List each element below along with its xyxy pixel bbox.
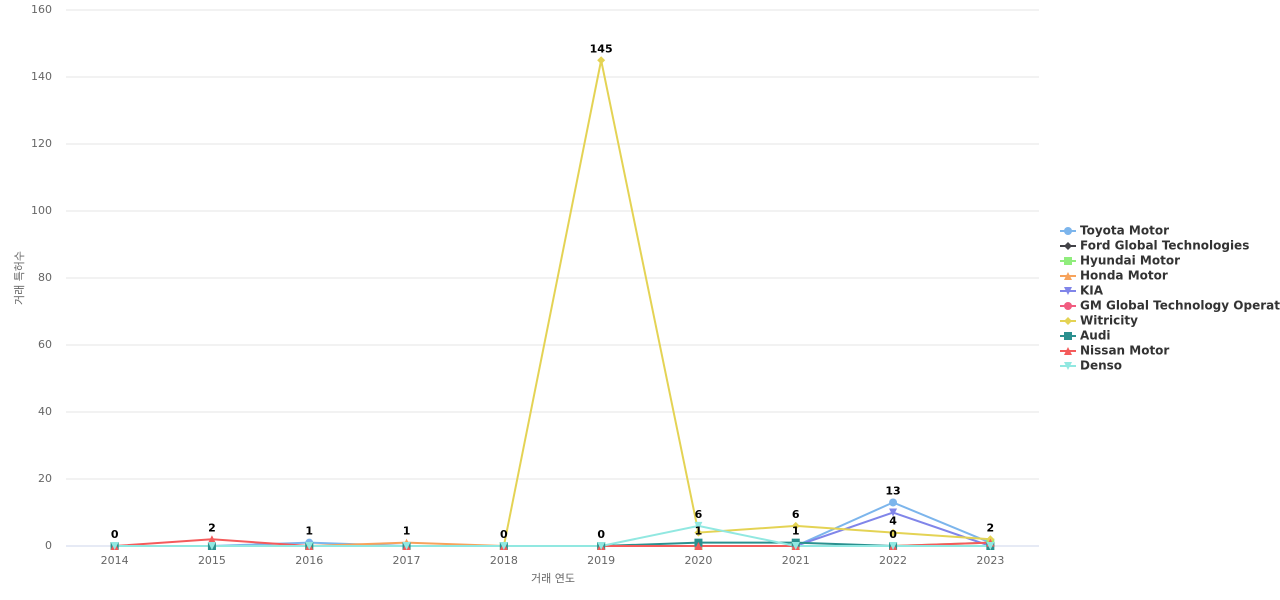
- legend-item: Denso: [1060, 359, 1122, 373]
- data-label: 145: [590, 42, 613, 55]
- data-label: 1: [403, 525, 411, 538]
- data-label: 4: [889, 515, 897, 528]
- legend-label: Toyota Motor: [1080, 224, 1169, 238]
- y-tick-label: 60: [38, 338, 52, 351]
- marker: [110, 542, 119, 550]
- legend-label: Audi: [1080, 329, 1111, 343]
- legend-label: Nissan Motor: [1080, 344, 1169, 358]
- marker: [1064, 362, 1072, 370]
- legend-label: Denso: [1080, 359, 1122, 373]
- y-tick-label: 0: [45, 539, 52, 552]
- marker: [889, 528, 898, 537]
- marker: [305, 542, 314, 550]
- y-axis-title: 거래 특허수: [13, 251, 26, 305]
- marker: [1064, 257, 1072, 265]
- x-tick-label: 2019: [587, 554, 615, 567]
- legend-item: Witricity: [1060, 314, 1138, 328]
- marker: [889, 542, 898, 550]
- data-label: 0: [500, 528, 508, 541]
- data-label: 6: [695, 508, 703, 521]
- x-tick-label: 2018: [490, 554, 518, 567]
- y-tick-label: 20: [38, 472, 52, 485]
- x-tick-label: 2021: [782, 554, 810, 567]
- data-label: 2: [987, 521, 995, 534]
- data-label: 1: [695, 525, 703, 538]
- marker: [597, 542, 606, 550]
- marker: [1064, 227, 1072, 235]
- x-tick-label: 2020: [684, 554, 712, 567]
- legend-item: Hyundai Motor: [1060, 254, 1180, 268]
- legend-item: Ford Global Technologies: [1060, 239, 1249, 253]
- x-tick-label: 2014: [101, 554, 129, 567]
- marker: [207, 542, 216, 550]
- x-tick-label: 2022: [879, 554, 907, 567]
- y-tick-label: 140: [31, 70, 52, 83]
- legend-label: KIA: [1080, 284, 1104, 298]
- legend-item: Audi: [1060, 329, 1111, 343]
- series-line: [114, 60, 991, 547]
- legend-item: Nissan Motor: [1060, 344, 1169, 358]
- x-tick-label: 2017: [393, 554, 421, 567]
- data-label: 1: [305, 525, 313, 538]
- data-label: 6: [792, 508, 800, 521]
- marker: [402, 542, 411, 550]
- marker: [986, 542, 995, 550]
- x-tick-label: 2016: [295, 554, 323, 567]
- legend-item: Toyota Motor: [1060, 224, 1169, 238]
- y-tick-label: 120: [31, 137, 52, 150]
- data-label: 0: [889, 528, 897, 541]
- marker: [1064, 242, 1072, 250]
- marker: [889, 498, 898, 507]
- marker: [694, 528, 703, 537]
- data-label: 1: [792, 525, 800, 538]
- marker: [1064, 317, 1072, 325]
- y-tick-label: 80: [38, 271, 52, 284]
- legend-label: Hyundai Motor: [1080, 254, 1180, 268]
- marker: [791, 521, 800, 530]
- marker: [694, 542, 703, 550]
- y-tick-label: 40: [38, 405, 52, 418]
- legend-item: KIA: [1060, 284, 1104, 298]
- legend-label: Witricity: [1080, 314, 1138, 328]
- marker: [791, 542, 800, 550]
- marker: [1064, 347, 1072, 355]
- legend-item: GM Global Technology Operat...: [1060, 299, 1280, 313]
- legend-label: GM Global Technology Operat...: [1080, 299, 1280, 313]
- x-axis-title: 거래 연도: [531, 572, 575, 585]
- marker: [1064, 302, 1072, 310]
- marker: [889, 508, 898, 517]
- legend-item: Honda Motor: [1060, 269, 1168, 283]
- x-tick-label: 2023: [976, 554, 1004, 567]
- marker: [1064, 272, 1072, 280]
- marker: [694, 521, 703, 530]
- marker: [1064, 287, 1072, 295]
- marker: [499, 542, 508, 550]
- marker: [207, 535, 216, 544]
- y-tick-label: 160: [31, 3, 52, 16]
- data-label: 13: [885, 484, 900, 497]
- legend-label: Ford Global Technologies: [1080, 239, 1249, 253]
- data-label: 0: [111, 528, 119, 541]
- marker: [597, 56, 606, 65]
- x-tick-label: 2015: [198, 554, 226, 567]
- y-tick-label: 100: [31, 204, 52, 217]
- data-label: 0: [597, 528, 605, 541]
- data-label: 2: [208, 521, 216, 534]
- marker: [1064, 332, 1072, 340]
- legend-label: Honda Motor: [1080, 269, 1168, 283]
- series-line: [114, 524, 991, 547]
